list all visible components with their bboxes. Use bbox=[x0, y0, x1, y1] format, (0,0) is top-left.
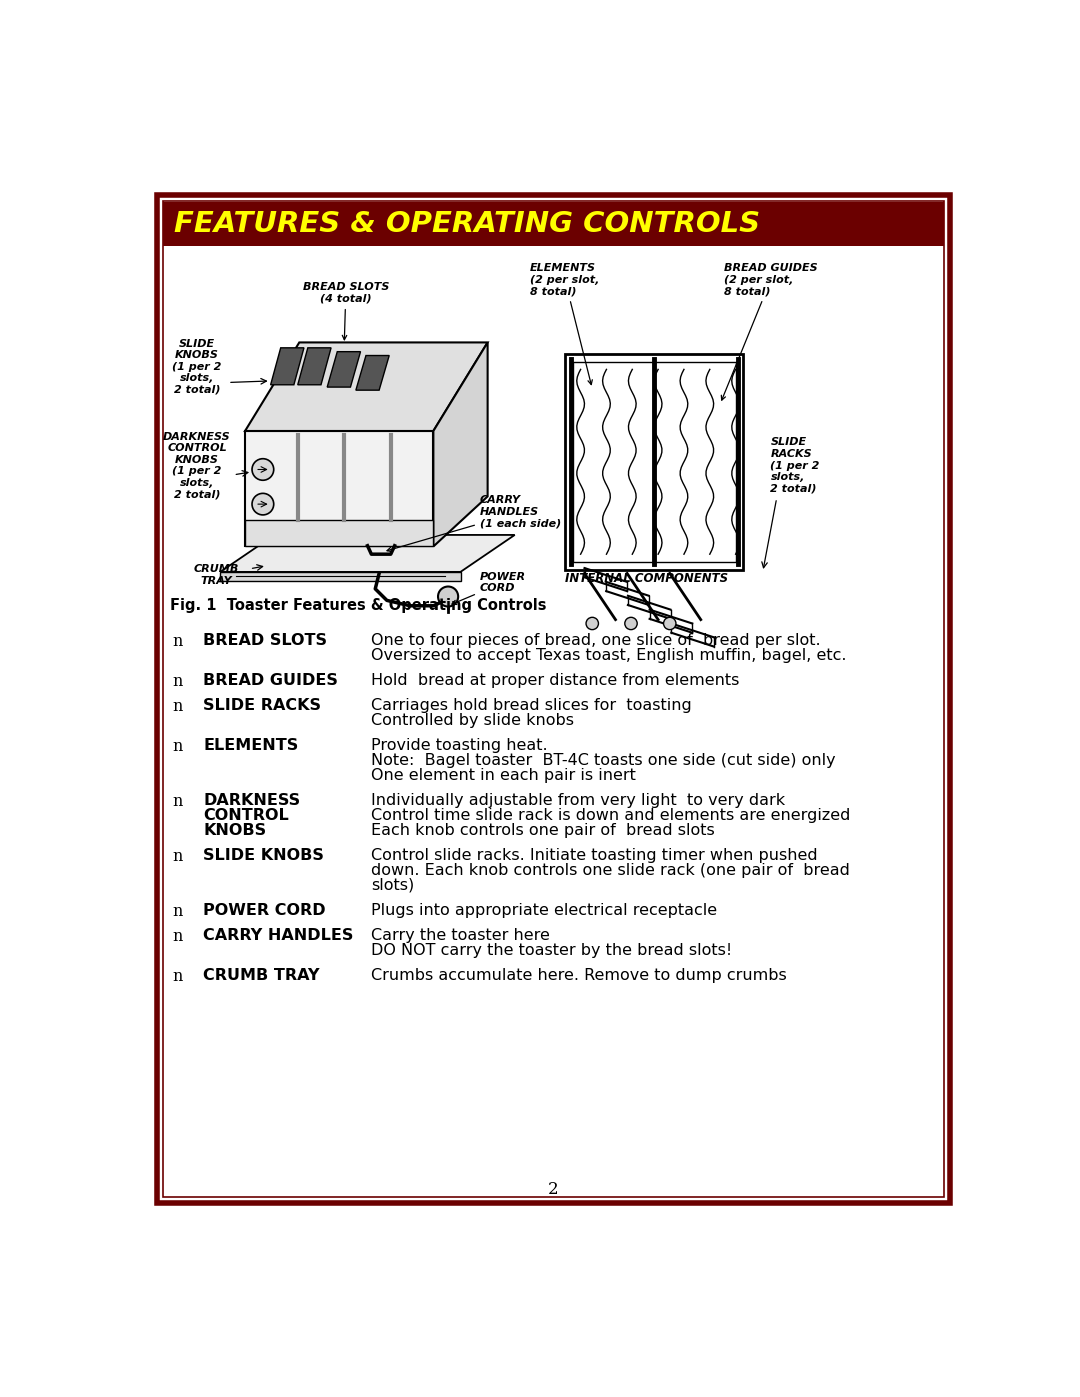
Text: Fig. 1  Toaster Features & Operating Controls: Fig. 1 Toaster Features & Operating Cont… bbox=[170, 598, 546, 613]
Text: INTERNAL COMPONENTS: INTERNAL COMPONENTS bbox=[565, 571, 728, 585]
Text: POWER
CORD: POWER CORD bbox=[451, 571, 526, 605]
Polygon shape bbox=[245, 520, 433, 546]
Text: Crumbs accumulate here. Remove to dump crumbs: Crumbs accumulate here. Remove to dump c… bbox=[372, 968, 787, 983]
Text: Note:  Bagel toaster  BT-4C toasts one side (cut side) only: Note: Bagel toaster BT-4C toasts one sid… bbox=[372, 753, 836, 768]
Text: slots): slots) bbox=[372, 877, 415, 893]
Text: DARKNESS
CONTROL
KNOBS
(1 per 2
slots,
2 total): DARKNESS CONTROL KNOBS (1 per 2 slots, 2… bbox=[163, 432, 231, 500]
Text: n: n bbox=[172, 968, 183, 985]
Circle shape bbox=[252, 493, 273, 515]
Polygon shape bbox=[433, 342, 488, 546]
Text: SLIDE RACKS: SLIDE RACKS bbox=[203, 697, 321, 712]
Polygon shape bbox=[220, 571, 460, 581]
Text: Plugs into appropriate electrical receptacle: Plugs into appropriate electrical recept… bbox=[372, 902, 717, 918]
Polygon shape bbox=[245, 342, 488, 432]
Text: CARRY
HANDLES
(1 each side): CARRY HANDLES (1 each side) bbox=[387, 495, 562, 552]
Text: Each knob controls one pair of  bread slots: Each knob controls one pair of bread slo… bbox=[372, 823, 715, 838]
Polygon shape bbox=[327, 352, 361, 387]
Text: n: n bbox=[172, 738, 183, 754]
Bar bbox=[572, 362, 735, 562]
Text: ELEMENTS
(2 per slot,
8 total): ELEMENTS (2 per slot, 8 total) bbox=[530, 263, 599, 384]
Text: BREAD GUIDES
(2 per slot,
8 total): BREAD GUIDES (2 per slot, 8 total) bbox=[721, 263, 818, 400]
Text: One to four pieces of bread, one slice of  bread per slot.: One to four pieces of bread, one slice o… bbox=[372, 633, 821, 648]
Text: BREAD SLOTS: BREAD SLOTS bbox=[203, 633, 327, 648]
Text: n: n bbox=[172, 673, 183, 690]
Circle shape bbox=[252, 458, 273, 481]
Polygon shape bbox=[271, 348, 303, 384]
Text: Hold  bread at proper distance from elements: Hold bread at proper distance from eleme… bbox=[372, 673, 740, 687]
Text: Control time slide rack is down and elements are energized: Control time slide rack is down and elem… bbox=[372, 807, 851, 823]
Text: CRUMB
TRAY: CRUMB TRAY bbox=[193, 564, 239, 585]
Text: BREAD SLOTS
(4 total): BREAD SLOTS (4 total) bbox=[302, 282, 389, 339]
Text: ELEMENTS: ELEMENTS bbox=[203, 738, 298, 753]
Bar bbox=[163, 201, 944, 246]
Text: n: n bbox=[172, 793, 183, 810]
Text: n: n bbox=[172, 633, 183, 650]
Polygon shape bbox=[298, 348, 332, 384]
Text: SLIDE
KNOBS
(1 per 2
slots,
2 total): SLIDE KNOBS (1 per 2 slots, 2 total) bbox=[173, 338, 221, 395]
Text: Individually adjustable from very light  to very dark: Individually adjustable from very light … bbox=[372, 793, 785, 807]
Bar bbox=[565, 353, 743, 570]
Text: DO NOT carry the toaster by the bread slots!: DO NOT carry the toaster by the bread sl… bbox=[372, 943, 732, 958]
Text: Provide toasting heat.: Provide toasting heat. bbox=[372, 738, 548, 753]
Polygon shape bbox=[245, 432, 433, 546]
Text: CRUMB TRAY: CRUMB TRAY bbox=[203, 968, 320, 983]
Text: n: n bbox=[172, 697, 183, 715]
Circle shape bbox=[586, 617, 598, 630]
Text: Control slide racks. Initiate toasting timer when pushed: Control slide racks. Initiate toasting t… bbox=[372, 848, 818, 863]
Text: n: n bbox=[172, 902, 183, 921]
Text: DARKNESS: DARKNESS bbox=[203, 793, 300, 807]
Text: Carry the toaster here: Carry the toaster here bbox=[372, 928, 550, 943]
Text: 2: 2 bbox=[549, 1180, 558, 1199]
Text: POWER CORD: POWER CORD bbox=[203, 902, 326, 918]
Circle shape bbox=[663, 617, 676, 630]
Text: CONTROL: CONTROL bbox=[203, 807, 289, 823]
Polygon shape bbox=[356, 355, 389, 390]
Text: Controlled by slide knobs: Controlled by slide knobs bbox=[372, 712, 575, 728]
Text: One element in each pair is inert: One element in each pair is inert bbox=[372, 768, 636, 782]
Text: Oversized to accept Texas toast, English muffin, bagel, etc.: Oversized to accept Texas toast, English… bbox=[372, 648, 847, 662]
Circle shape bbox=[625, 617, 637, 630]
Circle shape bbox=[438, 587, 458, 606]
Text: SLIDE KNOBS: SLIDE KNOBS bbox=[203, 848, 324, 863]
Polygon shape bbox=[220, 535, 515, 571]
Text: CARRY HANDLES: CARRY HANDLES bbox=[203, 928, 353, 943]
Text: SLIDE
RACKS
(1 per 2
slots,
2 total): SLIDE RACKS (1 per 2 slots, 2 total) bbox=[770, 437, 820, 493]
Text: down. Each knob controls one slide rack (one pair of  bread: down. Each knob controls one slide rack … bbox=[372, 863, 850, 877]
Text: KNOBS: KNOBS bbox=[203, 823, 267, 838]
Text: FEATURES & OPERATING CONTROLS: FEATURES & OPERATING CONTROLS bbox=[174, 210, 760, 237]
Text: n: n bbox=[172, 848, 183, 865]
Text: BREAD GUIDES: BREAD GUIDES bbox=[203, 673, 338, 687]
Text: n: n bbox=[172, 928, 183, 944]
Text: Carriages hold bread slices for  toasting: Carriages hold bread slices for toasting bbox=[372, 697, 692, 712]
